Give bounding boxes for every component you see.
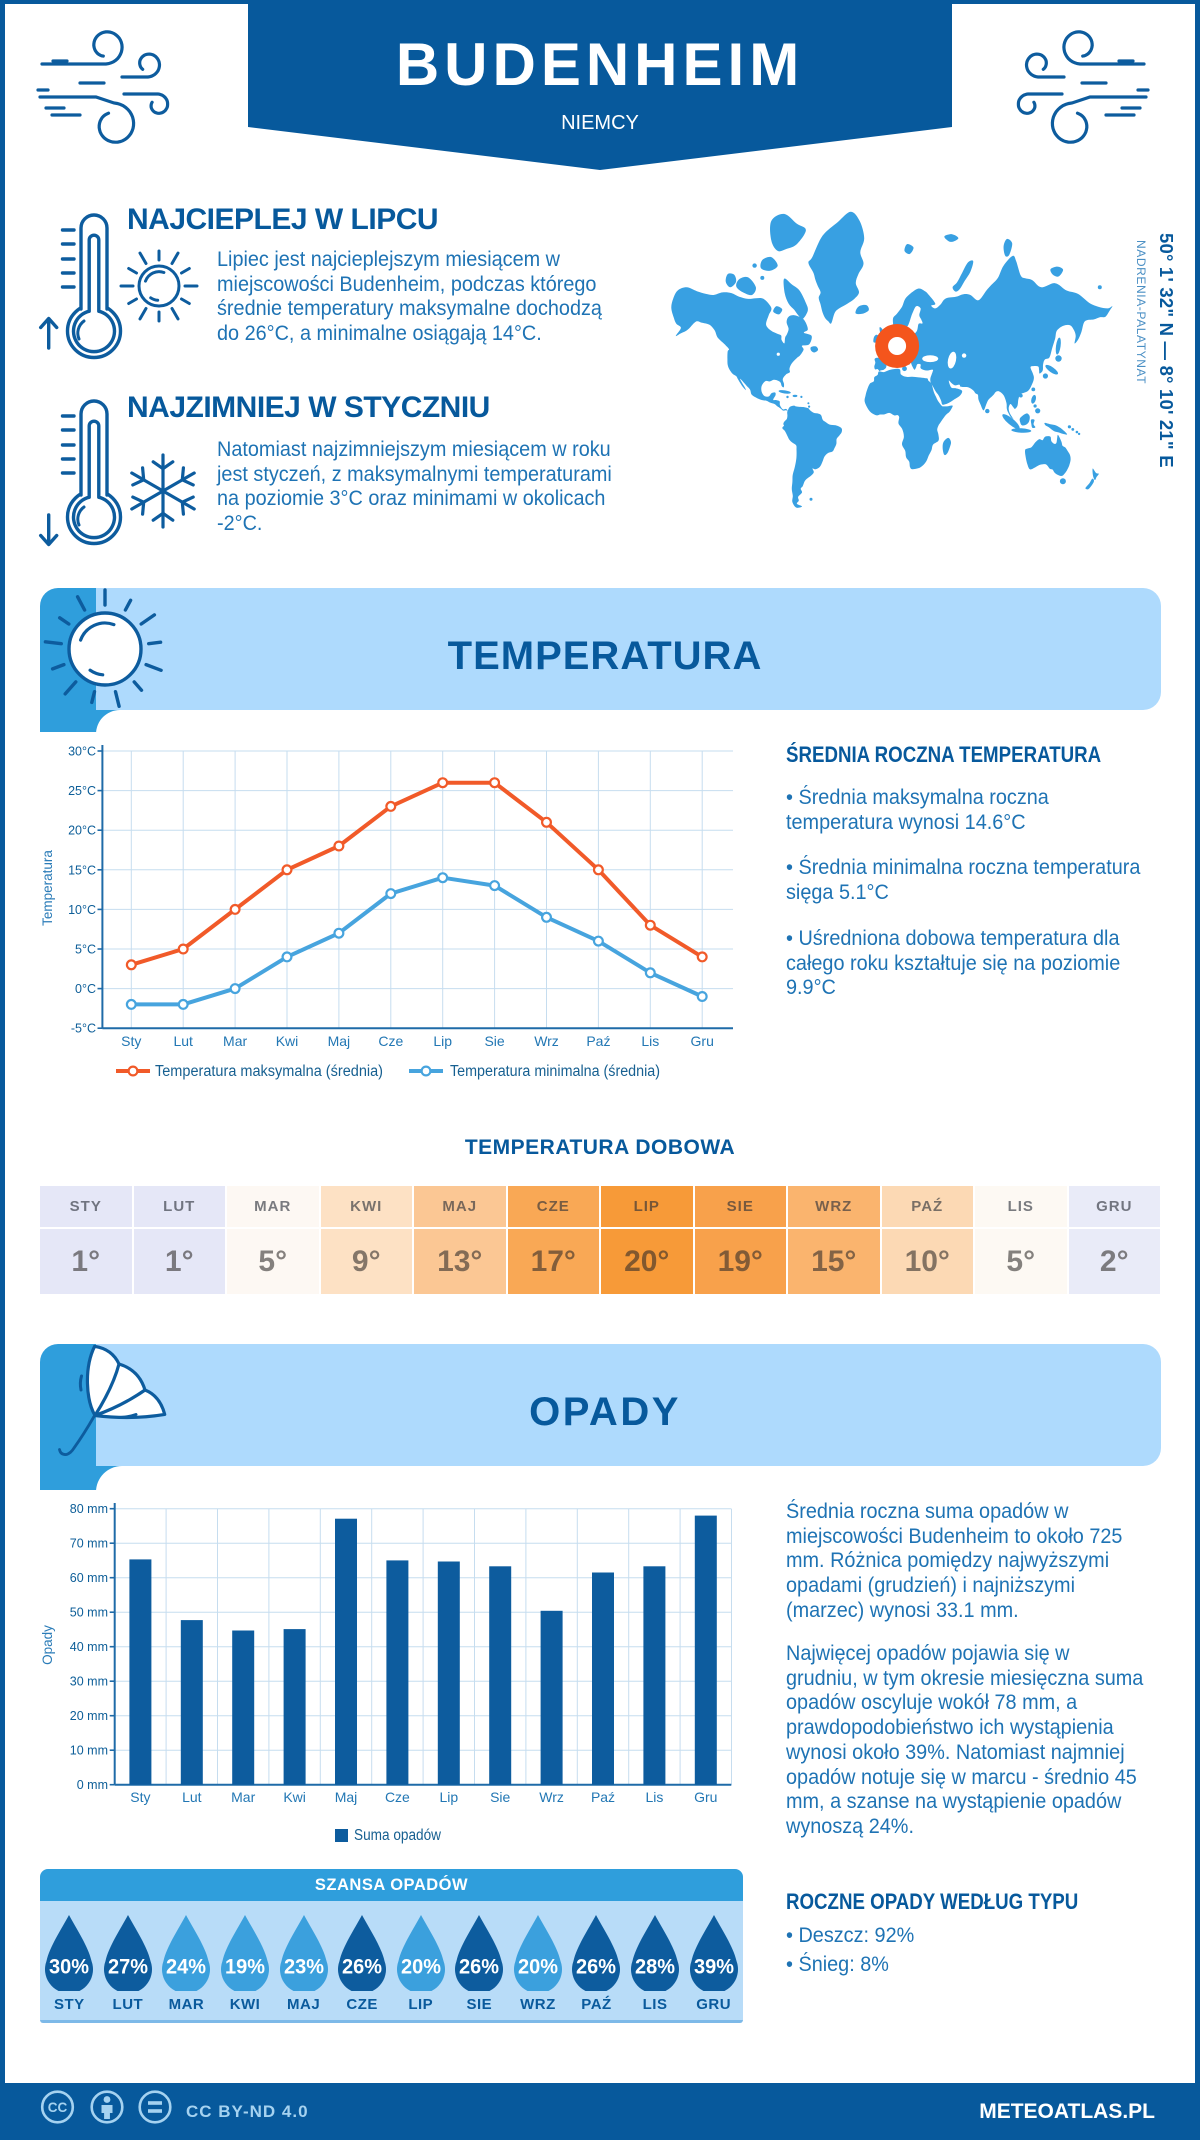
svg-text:CC: CC xyxy=(48,2100,68,2115)
svg-text:Cze: Cze xyxy=(385,1789,410,1805)
svg-text:Suma opadów: Suma opadów xyxy=(354,1827,442,1844)
svg-text:Paź: Paź xyxy=(591,1789,615,1805)
svg-text:Cze: Cze xyxy=(378,1033,403,1049)
svg-text:Sie: Sie xyxy=(490,1789,510,1805)
svg-text:Temperatura maksymalna (średni: Temperatura maksymalna (średnia) xyxy=(155,1063,383,1080)
svg-text:Maj: Maj xyxy=(328,1033,351,1049)
svg-text:26%: 26% xyxy=(459,1956,499,1979)
svg-text:50 mm: 50 mm xyxy=(70,1606,108,1620)
svg-text:Temperatura minimalna (średnia: Temperatura minimalna (średnia) xyxy=(450,1063,660,1080)
svg-text:Lut: Lut xyxy=(173,1033,193,1049)
svg-text:25°C: 25°C xyxy=(68,784,96,798)
svg-text:30 mm: 30 mm xyxy=(70,1675,108,1689)
svg-text:30°C: 30°C xyxy=(68,745,96,759)
svg-text:0°C: 0°C xyxy=(75,982,96,996)
svg-text:20°C: 20°C xyxy=(68,824,96,838)
svg-text:Sty: Sty xyxy=(130,1789,150,1805)
svg-text:Lut: Lut xyxy=(182,1789,202,1805)
svg-text:20%: 20% xyxy=(401,1956,441,1979)
svg-text:Sty: Sty xyxy=(121,1033,141,1049)
svg-text:Maj: Maj xyxy=(335,1789,358,1805)
svg-text:Kwi: Kwi xyxy=(283,1789,306,1805)
svg-text:Sie: Sie xyxy=(484,1033,504,1049)
svg-text:Temperatura: Temperatura xyxy=(40,850,55,926)
svg-text:Gru: Gru xyxy=(691,1033,714,1049)
svg-text:Mar: Mar xyxy=(231,1789,255,1805)
svg-text:5°C: 5°C xyxy=(75,943,96,957)
svg-text:Lis: Lis xyxy=(645,1789,663,1805)
svg-text:27%: 27% xyxy=(108,1956,148,1979)
svg-text:Lip: Lip xyxy=(433,1033,452,1049)
svg-text:39%: 39% xyxy=(694,1956,734,1979)
svg-text:Wrz: Wrz xyxy=(539,1789,564,1805)
svg-text:28%: 28% xyxy=(635,1956,675,1979)
svg-text:23%: 23% xyxy=(284,1956,324,1979)
svg-text:10°C: 10°C xyxy=(68,903,96,917)
svg-text:Kwi: Kwi xyxy=(276,1033,299,1049)
svg-text:Wrz: Wrz xyxy=(534,1033,559,1049)
svg-text:15°C: 15°C xyxy=(68,863,96,877)
svg-text:0 mm: 0 mm xyxy=(77,1778,108,1792)
svg-text:26%: 26% xyxy=(342,1956,382,1979)
svg-text:24%: 24% xyxy=(166,1956,206,1979)
svg-text:20 mm: 20 mm xyxy=(70,1709,108,1723)
svg-text:Mar: Mar xyxy=(223,1033,247,1049)
svg-text:19%: 19% xyxy=(225,1956,265,1979)
svg-text:Opady: Opady xyxy=(40,1625,55,1665)
svg-text:20%: 20% xyxy=(518,1956,558,1979)
svg-text:40 mm: 40 mm xyxy=(70,1640,108,1654)
svg-text:80 mm: 80 mm xyxy=(70,1502,108,1516)
svg-text:70 mm: 70 mm xyxy=(70,1537,108,1551)
svg-text:Lip: Lip xyxy=(439,1789,458,1805)
svg-text:Lis: Lis xyxy=(641,1033,659,1049)
svg-text:26%: 26% xyxy=(576,1956,616,1979)
svg-text:Paź: Paź xyxy=(586,1033,610,1049)
svg-text:-5°C: -5°C xyxy=(71,1022,96,1036)
svg-text:60 mm: 60 mm xyxy=(70,1571,108,1585)
svg-text:30%: 30% xyxy=(49,1956,89,1979)
svg-text:Gru: Gru xyxy=(694,1789,717,1805)
svg-text:10 mm: 10 mm xyxy=(70,1744,108,1758)
